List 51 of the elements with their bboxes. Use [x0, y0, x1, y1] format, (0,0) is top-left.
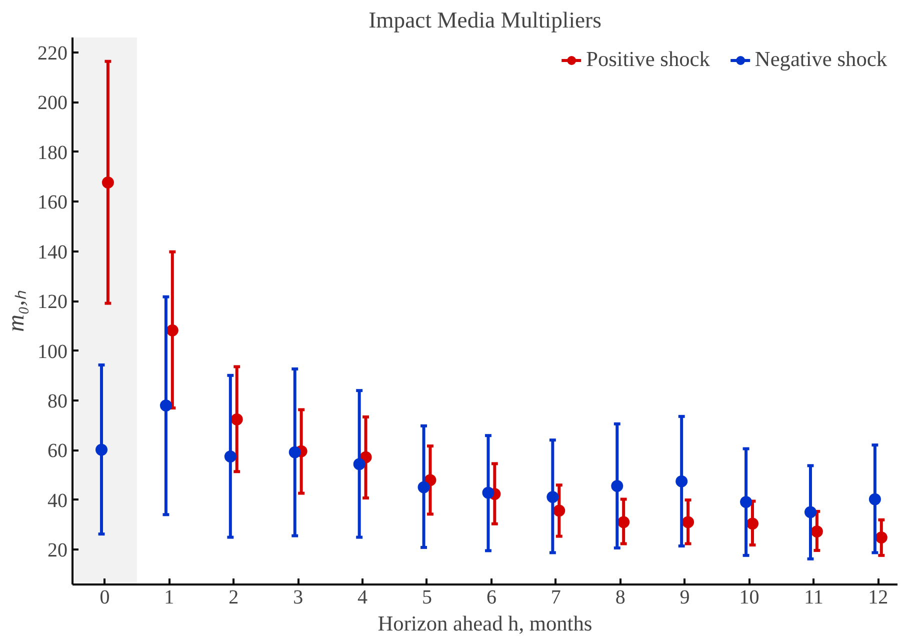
- point: [160, 399, 172, 412]
- y-tick-label: 140: [38, 241, 68, 264]
- point: [230, 413, 243, 426]
- point: [553, 504, 566, 517]
- x-tick-label: 3: [293, 586, 304, 608]
- point: [810, 526, 823, 538]
- point: [353, 458, 366, 470]
- x-tick-label: 2: [228, 586, 239, 608]
- y-tick-label: 60: [48, 440, 68, 462]
- point: [682, 516, 694, 528]
- y-tick-label: 20: [48, 540, 68, 562]
- y-tick-label: 120: [38, 291, 68, 314]
- point: [740, 496, 752, 508]
- y-tick-label: 220: [38, 42, 68, 64]
- point: [546, 490, 559, 503]
- point: [482, 486, 494, 499]
- x-tick-label: 10: [739, 586, 760, 608]
- chart-title: Impact Media Multipliers: [368, 8, 602, 32]
- legend-label: Positive shock: [586, 47, 710, 72]
- y-tick-label: 80: [48, 390, 68, 413]
- point: [676, 475, 688, 488]
- x-tick-label: 8: [615, 586, 626, 608]
- point: [875, 532, 888, 544]
- point: [618, 516, 630, 528]
- legend-label: Negative shock: [754, 47, 887, 72]
- x-tick-label: 1: [164, 586, 174, 608]
- x-tick-label: 12: [868, 586, 888, 608]
- y-axis-title: m₀,ₕ: [4, 290, 30, 332]
- y-tick-label: 200: [38, 92, 68, 114]
- point: [611, 480, 624, 492]
- x-axis-title: Horizon ahead h, months: [378, 612, 592, 636]
- point: [418, 481, 430, 494]
- point: [166, 324, 178, 336]
- point: [224, 450, 236, 462]
- x-tick-label: 11: [804, 586, 824, 608]
- x-tick-label: 9: [680, 586, 690, 608]
- y-tick-label: 160: [38, 192, 68, 214]
- x-tick-label: 4: [358, 586, 368, 608]
- point: [96, 444, 108, 456]
- point: [804, 506, 816, 518]
- point: [102, 176, 114, 188]
- x-tick-label: 0: [100, 586, 110, 608]
- y-tick-label: 100: [38, 340, 68, 363]
- point: [746, 518, 758, 530]
- x-tick-label: 6: [486, 586, 496, 608]
- y-tick-label: 180: [38, 142, 68, 164]
- x-tick-label: 7: [550, 586, 561, 608]
- x-tick-label: 5: [422, 586, 432, 608]
- y-tick-label: 40: [48, 490, 68, 512]
- point: [288, 446, 301, 458]
- point: [868, 493, 881, 506]
